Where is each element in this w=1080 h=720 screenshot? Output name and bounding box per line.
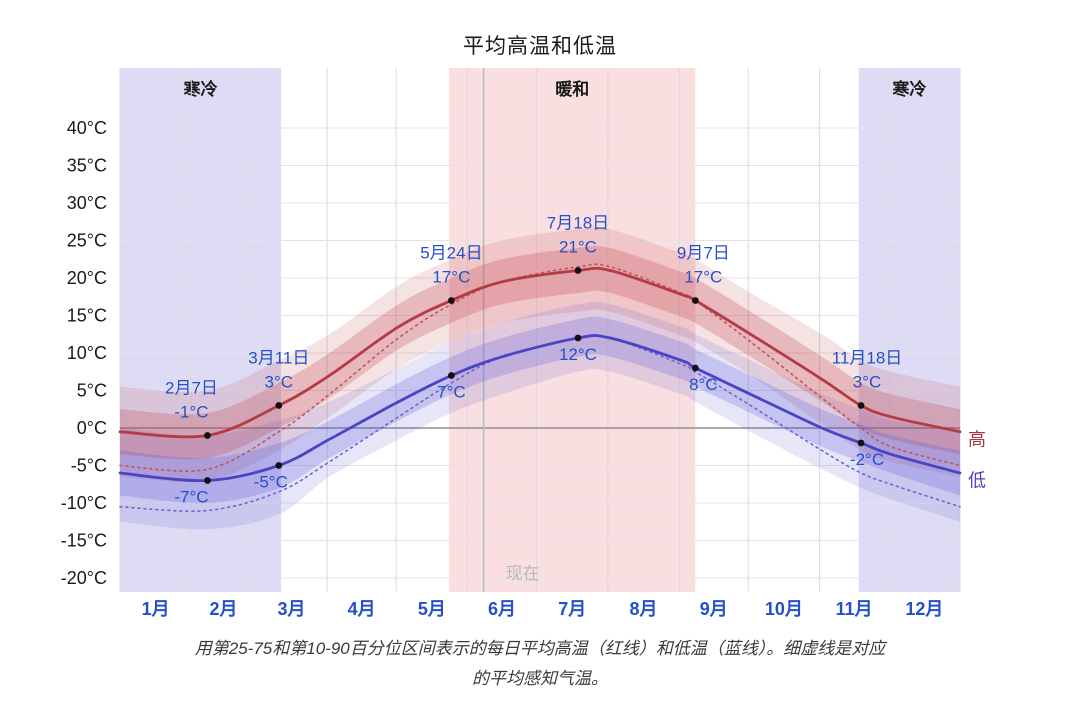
annotation-temp-3: 21°C	[559, 238, 597, 257]
annotation-temp-8: 7°C	[437, 383, 466, 402]
xtick-label-12: 12月	[905, 599, 943, 619]
xtick-label-6: 6月	[488, 599, 516, 619]
annotation-dot-9	[574, 334, 582, 342]
caption-line-2: 的平均感知气温。	[472, 669, 608, 688]
xtick-label-10: 10月	[765, 599, 803, 619]
ytick-label--5: -5°C	[71, 456, 107, 476]
annotation-dot-8	[447, 372, 455, 379]
chart-caption: 用第25-75和第10-90百分位区间表示的每日平均高温（红线）和低温（蓝线）。…	[0, 634, 1080, 694]
annotation-temp-6: -7°C	[174, 488, 208, 507]
annotation-dot-0	[204, 432, 211, 439]
side-label-低: 低	[968, 471, 986, 491]
caption-line-1: 用第25-75和第10-90百分位区间表示的每日平均高温（红线）和低温（蓝线）。…	[194, 639, 886, 658]
xtick-label-2: 2月	[210, 599, 238, 619]
annotation-dot-11	[857, 439, 865, 447]
annotation-dot-2	[447, 297, 455, 304]
xtick-label-3: 3月	[277, 599, 305, 619]
ytick-label-25: 25°C	[67, 231, 107, 251]
annotation-temp-11: -2°C	[850, 450, 884, 469]
annotation-date-5: 11月18日	[832, 349, 903, 368]
side-label-高: 高	[968, 429, 986, 449]
ytick-label-15: 15°C	[67, 306, 107, 326]
ytick-label-0: 0°C	[77, 418, 107, 438]
season-band-0	[120, 68, 282, 592]
xtick-label-4: 4月	[348, 599, 376, 619]
percentile-band-3	[120, 316, 960, 504]
ytick-label-30: 30°C	[67, 193, 107, 213]
xtick-label-7: 7月	[558, 599, 586, 619]
now-label: 现在	[506, 564, 540, 583]
annotation-dot-3	[574, 267, 582, 274]
ytick-label-40: 40°C	[67, 118, 107, 138]
ytick-label-5: 5°C	[77, 381, 107, 401]
annotation-dot-7	[275, 462, 283, 469]
percentile-band-1	[120, 301, 960, 530]
chart-title: 平均高温和低温	[463, 35, 617, 58]
season-label-0: 寒冷	[184, 79, 218, 99]
xtick-label-11: 11月	[836, 599, 873, 619]
ytick-label--15: -15°C	[61, 531, 107, 551]
xtick-label-5: 5月	[418, 599, 446, 619]
annotation-date-3: 7月18日	[547, 214, 609, 233]
annotation-date-4: 9月7日	[677, 244, 730, 263]
xtick-label-1: 1月	[142, 599, 170, 619]
annotation-dot-6	[204, 477, 211, 484]
series-line-low	[118, 334, 962, 483]
ytick-label-10: 10°C	[67, 343, 107, 363]
xtick-label-8: 8月	[630, 599, 658, 619]
series-line-perceived-high	[119, 263, 961, 472]
annotation-temp-1: 3°C	[265, 373, 294, 392]
percentile-band-2	[120, 245, 960, 460]
annotation-temp-10: 8°C	[689, 375, 718, 394]
season-band-2	[858, 68, 960, 592]
season-band-1	[449, 68, 696, 592]
series-line-high	[118, 266, 962, 439]
annotation-dot-1	[275, 402, 283, 409]
annotation-dot-5	[857, 402, 865, 409]
season-label-2: 寒冷	[892, 79, 926, 99]
annotation-temp-9: 12°C	[559, 345, 597, 364]
annotation-temp-4: 17°C	[684, 268, 722, 287]
annotation-temp-0: -1°C	[174, 403, 208, 422]
percentile-band-0	[120, 227, 960, 482]
annotation-temp-2: 17°C	[432, 268, 470, 287]
ytick-label--10: -10°C	[61, 493, 107, 513]
season-label-1: 暖和	[555, 79, 589, 99]
annotation-temp-5: 3°C	[853, 373, 882, 392]
ytick-label-35: 35°C	[67, 156, 107, 176]
annotation-dot-4	[691, 297, 699, 304]
xtick-label-9: 9月	[700, 599, 728, 619]
annotation-date-0: 2月7日	[165, 379, 218, 398]
annotation-dot-10	[691, 364, 699, 372]
annotation-date-1: 3月11日	[248, 349, 309, 368]
ytick-label-20: 20°C	[67, 268, 107, 288]
annotation-date-2: 5月24日	[420, 244, 482, 263]
annotation-temp-7: -5°C	[254, 473, 288, 492]
ytick-label--20: -20°C	[61, 568, 107, 588]
